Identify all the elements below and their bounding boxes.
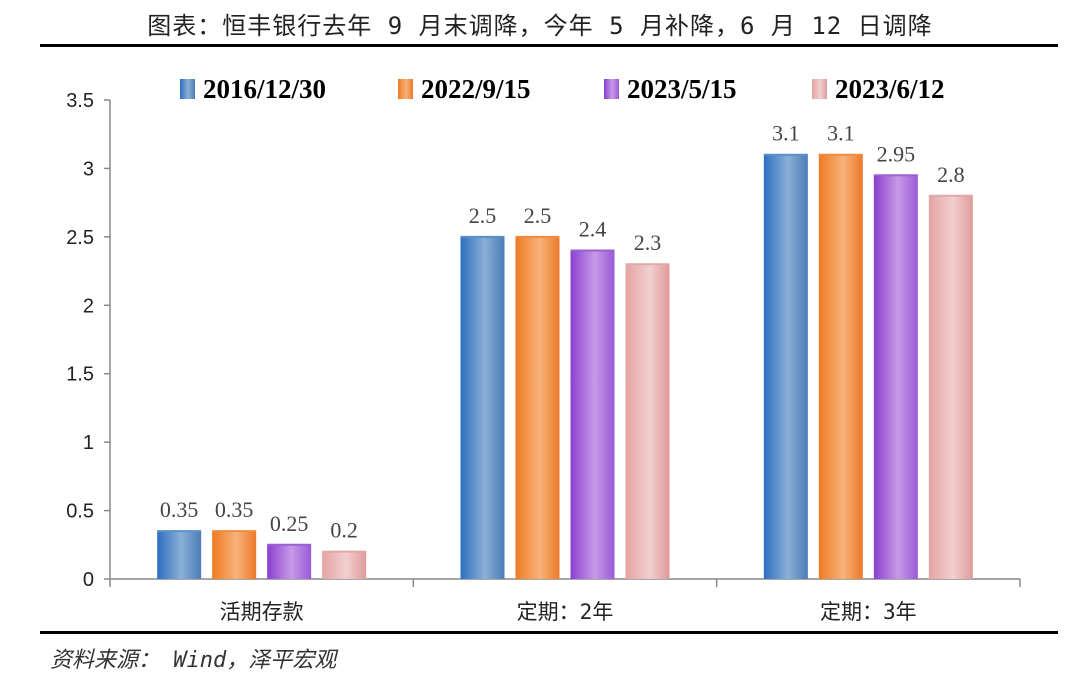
bar	[763, 154, 808, 579]
y-tick-label: 3	[83, 158, 94, 180]
y-tick-label: 1.5	[66, 364, 94, 386]
bar	[873, 175, 918, 579]
legend: 2016/12/30 2022/9/15 2023/5/15 2023/6/12	[180, 74, 945, 104]
bar	[157, 531, 202, 579]
data-label: 0.35	[160, 497, 199, 522]
legend-label: 2016/12/30	[203, 74, 326, 104]
bar	[570, 250, 615, 580]
y-tick-label: 1	[83, 432, 94, 454]
bar	[212, 531, 257, 579]
x-axis: 活期存款 定期：2年 定期：3年	[109, 578, 1021, 624]
legend-swatch	[604, 79, 619, 99]
top-rule	[40, 44, 1058, 47]
data-label: 0.25	[270, 511, 309, 536]
data-label: 0.35	[215, 497, 254, 522]
bars: 0.35 2.5 3.1 0.35 2.5 3.1 0.25 2.4 2.95 0.2 2.3 2.8	[157, 121, 973, 580]
data-label: 2.4	[579, 217, 607, 242]
bar	[928, 195, 973, 580]
data-label: 3.1	[827, 121, 855, 146]
bar	[818, 154, 863, 579]
data-label: 2.3	[634, 230, 662, 255]
data-label: 3.1	[772, 121, 800, 146]
data-label: 2.95	[877, 141, 916, 166]
legend-swatch	[180, 79, 195, 99]
data-label: 2.5	[524, 203, 552, 228]
data-label: 2.5	[469, 203, 497, 228]
bar	[267, 544, 312, 579]
legend-swatch	[812, 79, 827, 99]
y-tick-label: 2	[83, 295, 94, 317]
legend-label: 2023/6/12	[835, 74, 945, 104]
y-tick-label: 0	[83, 569, 94, 591]
bottom-rule	[40, 631, 1058, 634]
data-label: 0.2	[330, 518, 358, 543]
legend-label: 2023/5/15	[627, 74, 737, 104]
y-axis: 0 0.5 1 1.5 2 2.5 3 3.5	[66, 90, 111, 591]
bar	[322, 551, 367, 579]
chart-title: 图表：恒丰银行去年 9 月末调降，今年 5 月补降，6 月 12 日调降	[147, 12, 933, 40]
x-category-label: 定期：2年	[517, 600, 614, 624]
x-category-label: 定期：3年	[820, 600, 917, 624]
y-tick-label: 2.5	[66, 227, 94, 249]
data-label: 2.8	[937, 162, 965, 187]
legend-label: 2022/9/15	[421, 74, 531, 104]
source-note: 资料来源： Wind，泽平宏观	[50, 648, 337, 673]
legend-swatch	[398, 79, 413, 99]
x-category-label: 活期存款	[220, 600, 304, 624]
y-tick-label: 0.5	[66, 501, 94, 523]
bar	[460, 236, 505, 579]
bar	[625, 264, 670, 579]
y-tick-label: 3.5	[66, 90, 94, 112]
bar	[515, 236, 560, 579]
